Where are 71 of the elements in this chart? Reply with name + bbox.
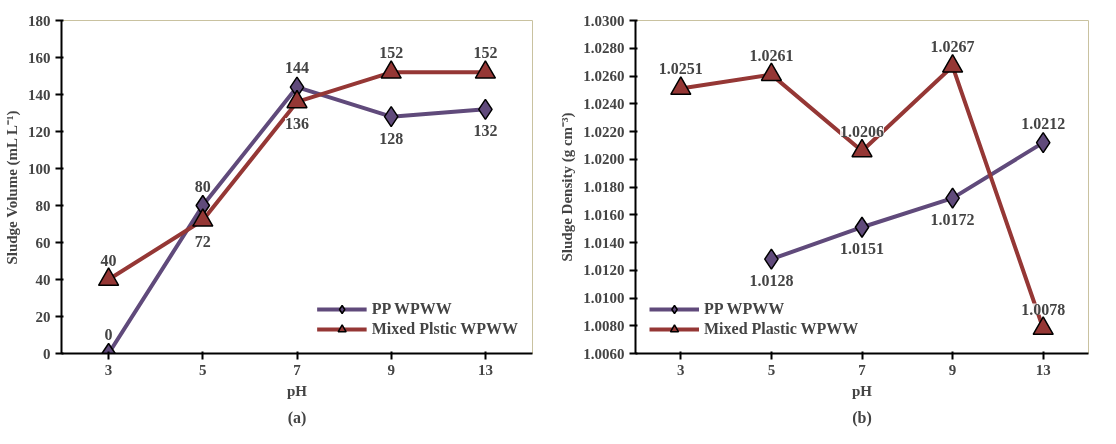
x-tick-label: 5 [767,361,776,378]
x-tick-label: 13 [477,361,493,378]
point [941,53,964,73]
x-tick-label: 3 [104,361,113,378]
y-tick-label: 1.0100 [583,290,625,306]
y-tick-label: 1.0160 [583,206,625,223]
x-axis-title: pH [852,382,873,399]
y-tick-label: 1.0140 [583,234,625,251]
data-label: 1.0151 [840,240,884,258]
y-tick-label: 1.0120 [583,262,625,279]
data-label: 132 [473,122,498,140]
y-tick-label: 140 [28,86,51,103]
x-tick-label: 9 [387,361,395,378]
x-tick-label: 7 [858,361,867,378]
point [945,187,961,209]
x-tick-label: 7 [293,361,302,378]
y-tick-label: 60 [35,234,51,251]
text: (a) [287,408,307,427]
y-tick-label: 1.0180 [583,179,625,195]
data-label: 1.0206 [840,122,884,140]
data-label: 1.0172 [930,211,975,229]
y-tick-label: 160 [28,49,51,66]
data-label: 152 [379,44,404,62]
data-label: 1.0251 [658,60,703,78]
x-tick-label: 13 [1035,361,1051,378]
point [854,216,870,238]
y-tick-label: 1.0060 [583,345,625,362]
data-label: 1.0212 [1021,114,1066,132]
data-label: 1.0267 [930,38,975,56]
data-label: 72 [194,233,211,251]
y-tick-label: 1.0220 [583,123,625,140]
y-tick-label: 80 [35,197,51,214]
x-tick-label: 9 [948,361,957,378]
y-tick-label: 1.0280 [583,40,625,57]
y-tick-label: 1.0260 [583,68,625,84]
y-tick-label: 180 [28,12,51,29]
data-label: 152 [473,44,498,62]
y-tick-label: 1.0300 [583,12,625,29]
y-tick-label: 1.0080 [583,317,625,334]
x-axis-title: pH [287,382,308,399]
data-label: 136 [285,114,309,132]
y-tick-label: 20 [35,308,51,325]
point [851,138,873,158]
x-tick-label: 3 [677,361,685,378]
x-tick-label: 5 [199,361,207,378]
point [760,62,783,82]
data-label: 144 [285,59,309,77]
data-label: 1.0078 [1021,300,1066,318]
point [670,76,692,96]
legend-label: Mixed Plstic WPWW [371,320,518,338]
data-label: 40 [100,251,117,269]
text: (b) [852,408,872,427]
data-label: 1.0128 [749,272,794,290]
y-axis-title: Sludge Volume (mL L⁻¹) [4,110,21,265]
y-tick-label: 1.0200 [583,151,625,168]
data-label: 128 [379,129,404,147]
legend-label: Mixed Plastic WPWW [704,320,859,338]
y-tick-label: 100 [28,160,51,177]
data-label: 0 [104,325,113,343]
y-axis-title: Sludge Density (g cm⁻³) [559,112,577,262]
point [192,208,214,227]
point [97,267,120,287]
y-tick-label: 120 [28,123,51,140]
data-label: 1.0261 [749,46,794,64]
legend-label: PP WPWW [371,300,452,318]
point [763,248,779,270]
y-tick-label: 40 [35,271,51,288]
legend-label: PP WPWW [704,300,785,318]
data-label: 80 [194,177,211,195]
y-tick-label: 0 [43,345,51,362]
y-tick-label: 1.0240 [583,95,625,112]
